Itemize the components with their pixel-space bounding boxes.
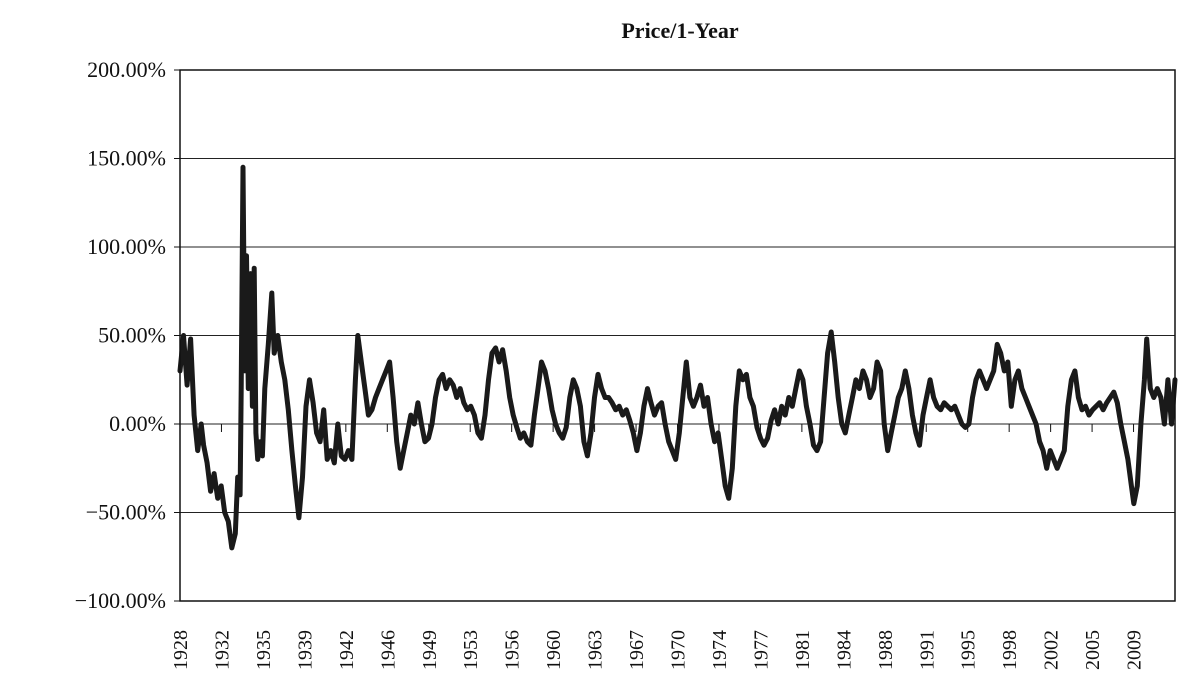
x-tick-label: 1963 [585,630,607,670]
x-tick-label: 2009 [1124,630,1146,670]
x-tick-label: 1995 [958,630,980,670]
x-tick-label: 1977 [750,630,772,670]
x-tick-label: 2005 [1082,630,1104,670]
x-tick-label: 1960 [543,630,565,670]
x-tick-label: 1953 [460,630,482,670]
x-tick-label: 1932 [211,630,233,670]
chart-title: Price/1-Year [621,18,738,43]
x-tick-label: 1988 [875,630,897,670]
y-tick-label: −50.00% [86,500,166,525]
plot-area-frame [179,69,1176,602]
x-tick-label: 1956 [502,630,524,670]
x-tick-label: 1991 [916,630,938,670]
y-tick-label: 0.00% [109,411,166,436]
y-axis-ticks: 200.00% 150.00% 100.00% 50.00% 0.00% −50.00% −… [75,57,180,613]
series-layer [177,164,1178,551]
x-tick-label: 1935 [253,630,275,670]
series-line [177,164,1178,551]
x-tick-label: 1942 [336,630,358,670]
x-tick-label: 1970 [668,630,690,670]
x-tick-label: 1984 [833,630,855,670]
x-tick-label: 1928 [170,630,192,670]
x-tick-label: 1967 [626,630,648,670]
x-axis-ticks: 1928 1932 1935 1939 1942 1946 1949 1953 1956 1960… [170,424,1146,670]
x-tick-label: 1981 [792,630,814,670]
y-tick-label: 100.00% [87,234,166,259]
y-tick-label: 150.00% [87,146,166,171]
x-tick-label: 1939 [294,630,316,670]
y-tick-label: 200.00% [87,57,166,82]
x-tick-label: 2002 [1041,630,1063,670]
y-tick-label: 50.00% [98,323,166,348]
x-tick-label: 1949 [419,630,441,670]
x-tick-label: 1974 [709,630,731,670]
y-tick-label: −100.00% [75,588,166,613]
x-tick-label: 1998 [999,630,1021,670]
x-tick-label: 1946 [377,630,399,670]
